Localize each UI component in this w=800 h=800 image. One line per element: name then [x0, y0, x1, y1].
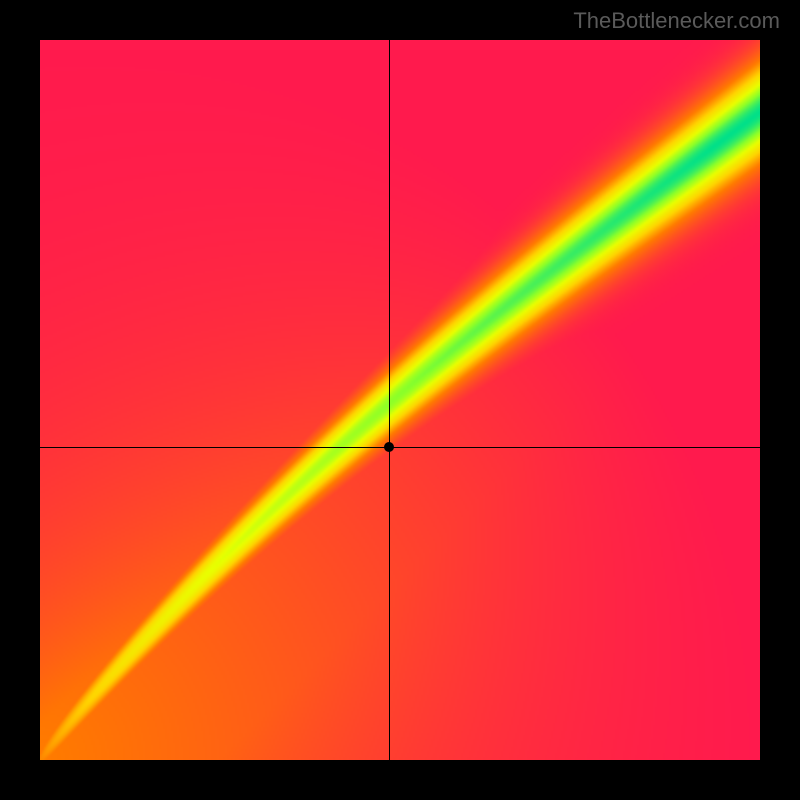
- crosshair-horizontal: [40, 447, 760, 448]
- heatmap-chart: [40, 40, 760, 760]
- heatmap-canvas: [40, 40, 760, 760]
- marker-dot: [384, 442, 394, 452]
- crosshair-vertical: [389, 40, 390, 760]
- watermark-text: TheBottlenecker.com: [573, 8, 780, 34]
